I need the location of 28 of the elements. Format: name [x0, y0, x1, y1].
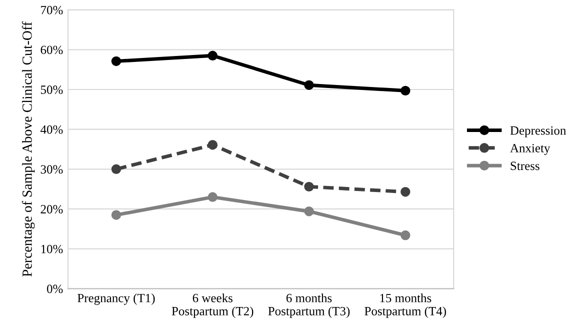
y-tick-label: 10%: [41, 244, 63, 254]
point: [111, 164, 122, 174]
point: [400, 86, 410, 96]
x-tick-label: 6 weeks Postpartum (T2): [172, 294, 254, 318]
point: [208, 50, 218, 61]
point: [208, 140, 218, 150]
point: [304, 182, 314, 192]
point: [208, 192, 218, 202]
y-tick-label: 0%: [46, 284, 63, 294]
y-tick-label: 30%: [40, 165, 63, 174]
point: [111, 56, 122, 66]
point: [400, 186, 410, 197]
legend-label: Depression: [510, 126, 566, 138]
x-tick-label: 15 months Postpartum (T4): [364, 294, 446, 318]
y-tick-label: 70%: [41, 6, 63, 14]
y-tick-label: 20%: [40, 205, 63, 214]
legend-label: Anxiety: [510, 144, 550, 155]
x-tick-label: 6 months Postpartum (T3): [268, 294, 350, 318]
point: [400, 230, 410, 240]
y-axis-title: Percentage of Sample Above Clinical Cut-Off: [22, 22, 35, 277]
y-tick-label: 40%: [40, 125, 63, 134]
x-tick-label: Pregnancy (T1): [78, 294, 155, 305]
point: [304, 80, 314, 90]
point: [304, 206, 314, 216]
point: [111, 210, 122, 220]
y-tick-label: 50%: [40, 86, 63, 94]
legend-label: Stress: [510, 162, 540, 170]
y-tick-label: 60%: [40, 46, 63, 54]
